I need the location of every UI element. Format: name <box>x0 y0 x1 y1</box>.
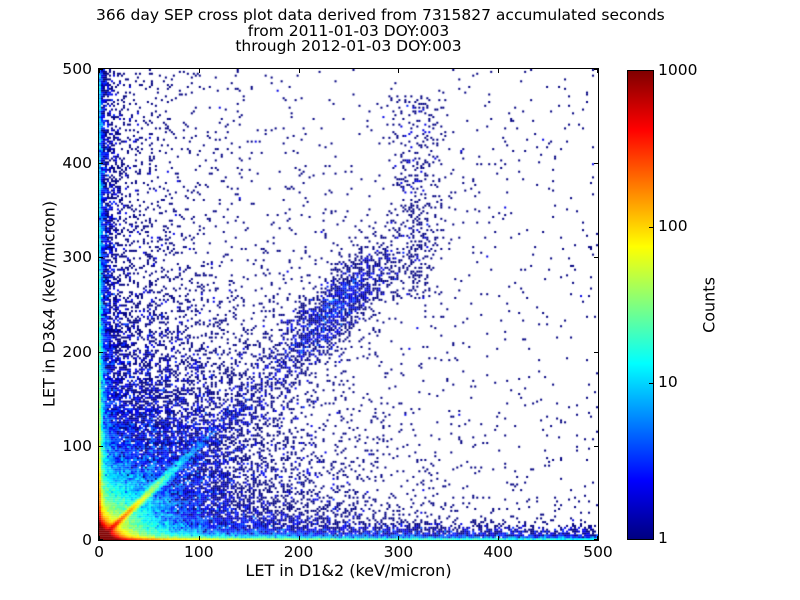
x-tick-mark <box>99 536 100 540</box>
plot-area <box>98 68 599 541</box>
x-tick-label-100: 100 <box>184 543 214 561</box>
y-tick-mark <box>99 446 103 447</box>
x-tick-mark <box>398 69 399 73</box>
x-tick-mark <box>498 69 499 73</box>
x-tick-label-200: 200 <box>283 543 314 561</box>
y-tick-mark <box>594 539 598 540</box>
y-tick-mark <box>99 539 103 540</box>
plot-canvas <box>99 69 598 540</box>
x-tick-mark <box>299 69 300 73</box>
x-tick-mark <box>299 536 300 540</box>
y-tick-label-300: 300 <box>62 248 92 267</box>
x-tick-mark <box>498 536 499 540</box>
x-tick-label-300: 300 <box>383 543 414 561</box>
y-tick-mark <box>99 163 103 164</box>
y-tick-mark <box>594 163 598 164</box>
title-line-3: through 2012-01-03 DOY:003 <box>235 37 462 55</box>
title-line-1: 366 day SEP cross plot data derived from… <box>96 6 665 24</box>
y-tick-label-100: 100 <box>62 436 92 455</box>
x-tick-mark <box>597 536 598 540</box>
y-tick-mark <box>594 446 598 447</box>
x-tick-label-0: 0 <box>94 543 104 561</box>
y-tick-label-500: 500 <box>62 60 92 78</box>
y-tick-label-400: 400 <box>62 154 92 173</box>
x-tick-mark <box>99 69 100 73</box>
y-tick-mark <box>99 69 103 70</box>
colorbar-label: Counts <box>699 277 719 333</box>
y-tick-mark <box>99 352 103 353</box>
y-tick-mark <box>594 257 598 258</box>
x-tick-label-400: 400 <box>483 543 513 561</box>
figure-title: 366 day SEP cross plot data derived from… <box>96 6 665 55</box>
x-axis-label: LET in D1&2 (keV/micron) <box>245 561 452 580</box>
colorbar-tick-label-1: 1 <box>658 529 668 547</box>
x-tick-mark <box>597 69 598 73</box>
y-tick-label-0: 0 <box>82 531 92 549</box>
title-line-2: from 2011-01-03 DOY:003 <box>247 21 450 40</box>
colorbar-tick-label-10: 10 <box>658 373 678 391</box>
colorbar-tick-label-1000: 1000 <box>658 61 698 79</box>
x-tick-mark <box>199 69 200 73</box>
colorbar-gradient <box>628 71 653 539</box>
colorbar-tick-label-100: 100 <box>658 217 688 235</box>
y-tick-mark <box>594 352 598 353</box>
x-tick-mark <box>199 536 200 540</box>
y-tick-mark <box>594 69 598 70</box>
y-tick-label-200: 200 <box>62 342 92 361</box>
y-tick-mark <box>99 257 103 258</box>
colorbar <box>627 70 654 540</box>
x-tick-label-500: 500 <box>583 543 613 561</box>
y-axis-label: LET in D3&4 (keV/micron) <box>39 200 59 408</box>
colorbar-tick-mark <box>649 383 653 384</box>
x-tick-mark <box>398 536 399 540</box>
colorbar-tick-mark <box>649 227 653 228</box>
